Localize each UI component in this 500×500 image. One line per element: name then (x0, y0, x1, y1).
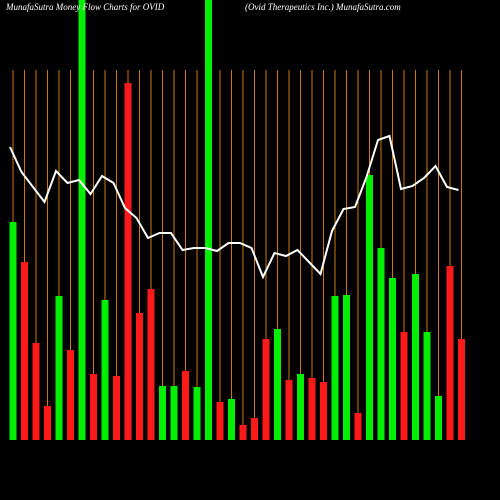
bars (9, 0, 465, 440)
bar (67, 350, 74, 440)
bar (412, 274, 419, 440)
bar (435, 396, 442, 440)
bar (297, 374, 304, 440)
bar (32, 343, 40, 440)
bar (170, 386, 178, 440)
bar (216, 402, 224, 440)
bar (377, 248, 385, 440)
line (9, 134, 459, 280)
bar (193, 387, 201, 440)
bar (136, 313, 143, 440)
bar (101, 300, 109, 440)
bar (274, 329, 281, 440)
bar (124, 83, 132, 440)
bar (147, 289, 155, 440)
bar (446, 266, 454, 440)
bar (21, 262, 28, 440)
bar (55, 296, 63, 440)
bar (458, 339, 465, 440)
bar (389, 278, 396, 440)
chart-title: MunafaSutra Money Flow Charts for OVID (5, 2, 165, 12)
bar (423, 332, 431, 440)
bar (159, 386, 166, 440)
bar (285, 380, 293, 440)
bar (354, 413, 362, 440)
bar (113, 376, 120, 440)
bar (366, 175, 373, 440)
chart-subtitle: (Ovid Therapeutics Inc.) MunafaSutra.com (245, 2, 401, 12)
bar (9, 222, 17, 440)
bar (331, 296, 339, 440)
bar (251, 418, 258, 440)
bar (78, 0, 86, 440)
bar (400, 332, 408, 440)
bar (308, 378, 316, 440)
bar (182, 371, 189, 440)
bar (239, 425, 247, 440)
bar (228, 399, 235, 440)
bar (262, 339, 270, 440)
bar (205, 0, 212, 440)
bar (320, 382, 327, 440)
bar (343, 295, 350, 440)
bar (44, 406, 51, 440)
bar (90, 374, 97, 440)
